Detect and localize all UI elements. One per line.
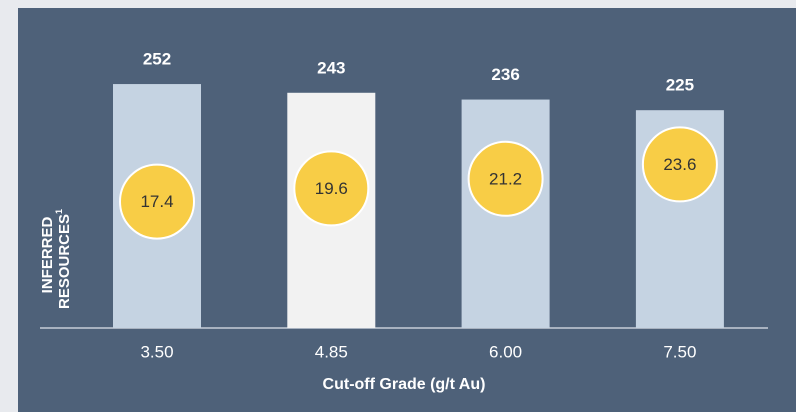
y-axis-title-line: INFERRED xyxy=(39,216,56,293)
x-tick-label: 6.00 xyxy=(489,342,522,361)
value-label: 252 xyxy=(143,50,171,69)
marker-label: 17.4 xyxy=(140,192,173,211)
marker-circle xyxy=(293,150,370,227)
x-axis-title: Cut-off Grade (g/t Au) xyxy=(323,376,486,393)
y-axis-title-line: RESOURCES1 xyxy=(54,209,73,309)
marker-label: 21.2 xyxy=(489,169,522,188)
y-axis-title: INFERRED RESOURCES1 xyxy=(39,209,73,309)
value-label: 225 xyxy=(666,76,694,95)
x-tick-label: 4.85 xyxy=(315,342,348,361)
marker-label: 19.6 xyxy=(315,179,348,198)
x-tick-label: 3.50 xyxy=(140,342,173,361)
marker-circle xyxy=(641,126,718,203)
marker-circle xyxy=(119,163,195,240)
x-tick-label: 7.50 xyxy=(663,342,696,361)
marker-circle xyxy=(467,140,544,217)
footnote-marker: 1 xyxy=(54,209,64,214)
value-label: 236 xyxy=(491,65,519,84)
marker-label: 23.6 xyxy=(663,155,696,174)
value-label: 243 xyxy=(317,58,345,77)
y-axis-title-text: RESOURCES xyxy=(56,214,73,309)
